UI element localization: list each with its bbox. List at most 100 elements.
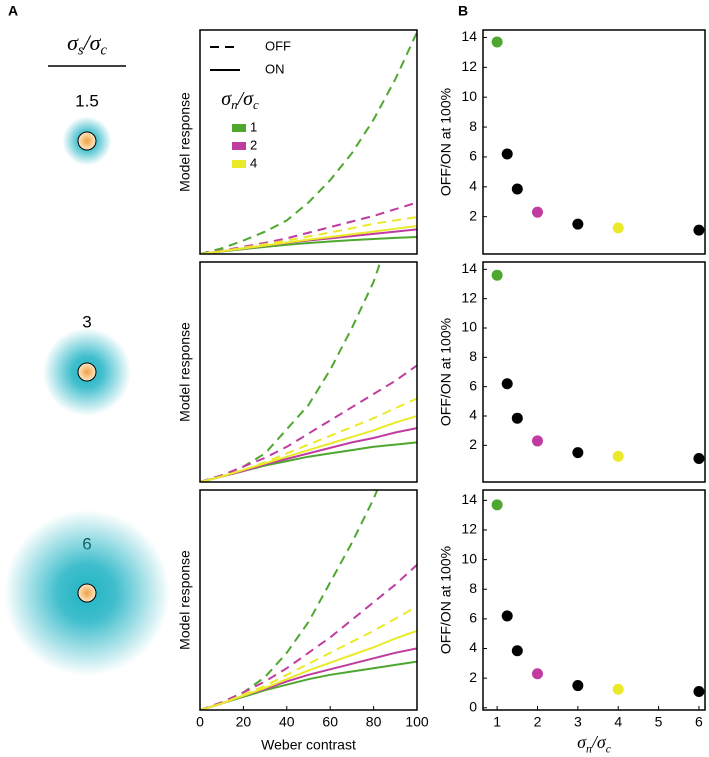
y-tick-label: 2 — [469, 669, 477, 685]
legend-swatch — [232, 124, 246, 132]
x-axis-label: Weber contrast — [261, 737, 356, 753]
y-tick-label: 10 — [461, 88, 477, 104]
subscript: c — [606, 742, 612, 755]
subscript: n — [231, 97, 238, 112]
y-tick-label: 6 — [469, 377, 477, 393]
center — [77, 131, 97, 151]
plot-frame — [482, 489, 706, 711]
y-tick-label: 6 — [469, 610, 477, 626]
symbol: /σ — [82, 30, 102, 55]
plot-frame — [482, 261, 706, 483]
y-tick-label: 4 — [469, 639, 477, 655]
x-tick-label: 0 — [196, 714, 204, 730]
y-tick-label: 10 — [461, 319, 477, 335]
y-tick-label: 4 — [469, 178, 477, 194]
symbol: σ — [577, 732, 587, 752]
center — [77, 583, 97, 603]
point — [511, 645, 523, 657]
line-series — [200, 262, 382, 482]
legend-label: 1 — [250, 119, 257, 134]
panel-label: A — [8, 3, 18, 19]
x-tick-label: 60 — [322, 714, 338, 730]
line-series — [200, 415, 417, 482]
point — [693, 453, 705, 465]
y-tick-label: 14 — [461, 28, 477, 44]
subscript: c — [101, 43, 108, 59]
point — [612, 450, 624, 462]
x-tick-label: 20 — [236, 714, 252, 730]
line-series — [200, 216, 417, 254]
legend-label: OFF — [265, 38, 291, 53]
y-tick-label: 8 — [469, 118, 477, 134]
subscript: n — [586, 742, 592, 755]
point — [531, 206, 543, 218]
legend-title: σn/σc — [221, 88, 259, 112]
legend-label: 2 — [250, 137, 257, 152]
legend-swatch — [232, 142, 246, 150]
panel-label: B — [458, 3, 468, 19]
column-header: σs/σc — [67, 30, 107, 59]
point — [612, 683, 624, 695]
legend-swatch — [232, 160, 246, 168]
point — [572, 218, 584, 230]
y-tick-label: 12 — [461, 289, 477, 305]
point — [531, 668, 543, 680]
point — [693, 224, 705, 236]
line-series — [200, 490, 379, 710]
y-axis-label: OFF/ON at 100% — [438, 318, 454, 426]
y-tick-label: 12 — [461, 521, 477, 537]
y-tick-label: 2 — [469, 207, 477, 223]
y-axis-label: Model response — [177, 550, 193, 650]
y-tick-label: 14 — [461, 260, 477, 276]
line-series — [200, 660, 417, 710]
point — [501, 378, 513, 390]
y-tick-label: 8 — [469, 580, 477, 596]
x-tick-label: 1 — [493, 714, 501, 730]
point — [501, 148, 513, 160]
plot-frame — [199, 489, 418, 711]
x-tick-label: 100 — [405, 714, 429, 730]
symbol: /σ — [237, 88, 255, 110]
subscript: s — [78, 43, 84, 59]
plot-frame — [199, 261, 418, 483]
line-series — [200, 564, 417, 710]
y-tick-label: 2 — [469, 436, 477, 452]
point — [572, 447, 584, 459]
y-tick-label: 6 — [469, 148, 477, 164]
symbol: σ — [67, 30, 79, 55]
y-axis-label: OFF/ON at 100% — [438, 88, 454, 196]
y-axis-label: Model response — [177, 322, 193, 422]
line-series — [200, 364, 417, 482]
line-series — [200, 225, 417, 254]
line-series — [200, 441, 417, 482]
x-tick-label: 3 — [574, 714, 582, 730]
point — [501, 610, 513, 622]
line-series — [200, 201, 417, 254]
y-tick-label: 0 — [469, 698, 477, 714]
x-tick-label: 40 — [279, 714, 295, 730]
legend-label: 4 — [250, 155, 257, 170]
y-axis-label: OFF/ON at 100% — [438, 546, 454, 654]
legend-label: ON — [265, 61, 285, 76]
x-tick-label: 6 — [695, 714, 703, 730]
y-tick-label: 10 — [461, 550, 477, 566]
plot-frame — [199, 29, 418, 255]
x-tick-label: 2 — [534, 714, 542, 730]
line-series — [200, 31, 417, 254]
center — [77, 362, 97, 382]
point — [511, 412, 523, 424]
y-tick-label: 14 — [461, 491, 477, 507]
y-tick-label: 8 — [469, 348, 477, 364]
subscript: c — [253, 97, 259, 112]
x-tick-label: 4 — [614, 714, 622, 730]
point — [491, 36, 503, 48]
line-series — [200, 397, 417, 482]
point — [491, 499, 503, 511]
x-tick-label: 80 — [366, 714, 382, 730]
x-axis-label: σn/σc — [577, 732, 612, 755]
point — [531, 435, 543, 447]
ratio-label: 3 — [82, 312, 91, 331]
point — [491, 269, 503, 281]
x-tick-label: 5 — [655, 714, 663, 730]
